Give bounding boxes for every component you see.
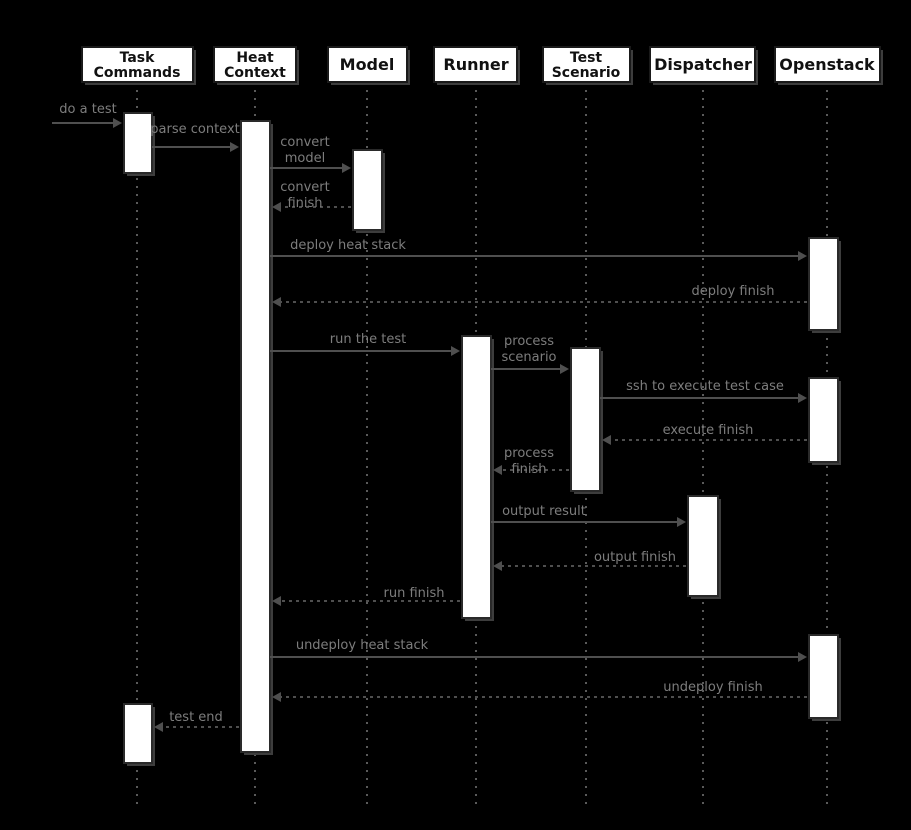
message-label-m17: test end (169, 710, 223, 725)
activation-bar-openstack (808, 237, 839, 331)
message-label-m4: convert finish (280, 180, 329, 211)
message-label-m2: parse context (150, 122, 239, 137)
message-label-m9: ssh to execute test case (626, 379, 784, 394)
actor-box-dispatcher[interactable] (649, 46, 756, 83)
actor-box-openstack[interactable] (774, 46, 881, 83)
message-label-m5: deploy heat stack (290, 238, 406, 253)
message-arrowhead-m9 (798, 393, 807, 403)
message-arrowhead-m7 (451, 346, 460, 356)
activation-bar-model (352, 149, 383, 231)
message-label-m11: process finish (504, 446, 554, 477)
message-arrowhead-m1 (113, 118, 122, 128)
message-arrowhead-m15 (798, 652, 807, 662)
message-arrowhead-m12 (677, 517, 686, 527)
message-label-m8: process scenario (501, 334, 556, 365)
message-arrowhead-m3 (342, 163, 351, 173)
message-arrowhead-m5 (798, 251, 807, 261)
message-label-m12: output result (502, 504, 586, 519)
message-arrowhead-m4 (272, 202, 281, 212)
message-label-m13: output finish (594, 550, 676, 565)
actor-box-runner[interactable] (433, 46, 518, 83)
actor-label-dispatcher: Dispatcher (654, 55, 752, 74)
activation-bar-dispatcher (687, 495, 719, 597)
actor-box-task[interactable] (81, 46, 194, 83)
actor-label-task: Task Commands (94, 50, 181, 81)
actor-label-scenario: Test Scenario (552, 50, 621, 81)
actor-box-model[interactable] (327, 46, 408, 83)
activation-bar-openstack (808, 634, 839, 719)
message-arrowhead-m16 (272, 692, 281, 702)
actor-box-heat[interactable] (213, 46, 297, 83)
message-label-m10: execute finish (663, 423, 754, 438)
actor-label-heat: Heat Context (224, 50, 286, 81)
actor-label-openstack: Openstack (779, 55, 875, 74)
activation-bar-openstack (808, 377, 839, 463)
messages-layer: do a test parse context convert model conver… (52, 102, 807, 732)
actor-label-runner: Runner (443, 55, 508, 74)
actor-headers-layer: Task Commands Heat Context Model Runner Test Sc… (81, 46, 883, 85)
actor-box-scenario[interactable] (542, 46, 631, 83)
activation-bar-scenario (570, 347, 601, 492)
message-arrowhead-m13 (493, 561, 502, 571)
message-arrowhead-m8 (560, 364, 569, 374)
message-arrowhead-m11 (493, 465, 502, 475)
message-label-m14: run finish (383, 586, 444, 601)
message-label-m7: run the test (330, 332, 406, 347)
activation-bar-task (123, 703, 153, 764)
message-arrowhead-m2 (230, 142, 239, 152)
activation-bar-heat (240, 120, 271, 753)
activations-layer (123, 112, 841, 766)
actor-label-model: Model (340, 55, 395, 74)
message-label-m1: do a test (59, 102, 116, 117)
message-label-m16: undeploy finish (663, 680, 762, 695)
activation-bar-task (123, 112, 153, 174)
message-arrowhead-m14 (272, 596, 281, 606)
message-label-m15: undeploy heat stack (296, 638, 429, 653)
message-label-m3: convert model (280, 135, 329, 166)
message-arrowhead-m6 (272, 297, 281, 307)
message-arrowhead-m17 (154, 722, 163, 732)
message-arrowhead-m10 (602, 435, 611, 445)
message-label-m6: deploy finish (692, 284, 775, 299)
activation-bar-runner (461, 335, 492, 619)
